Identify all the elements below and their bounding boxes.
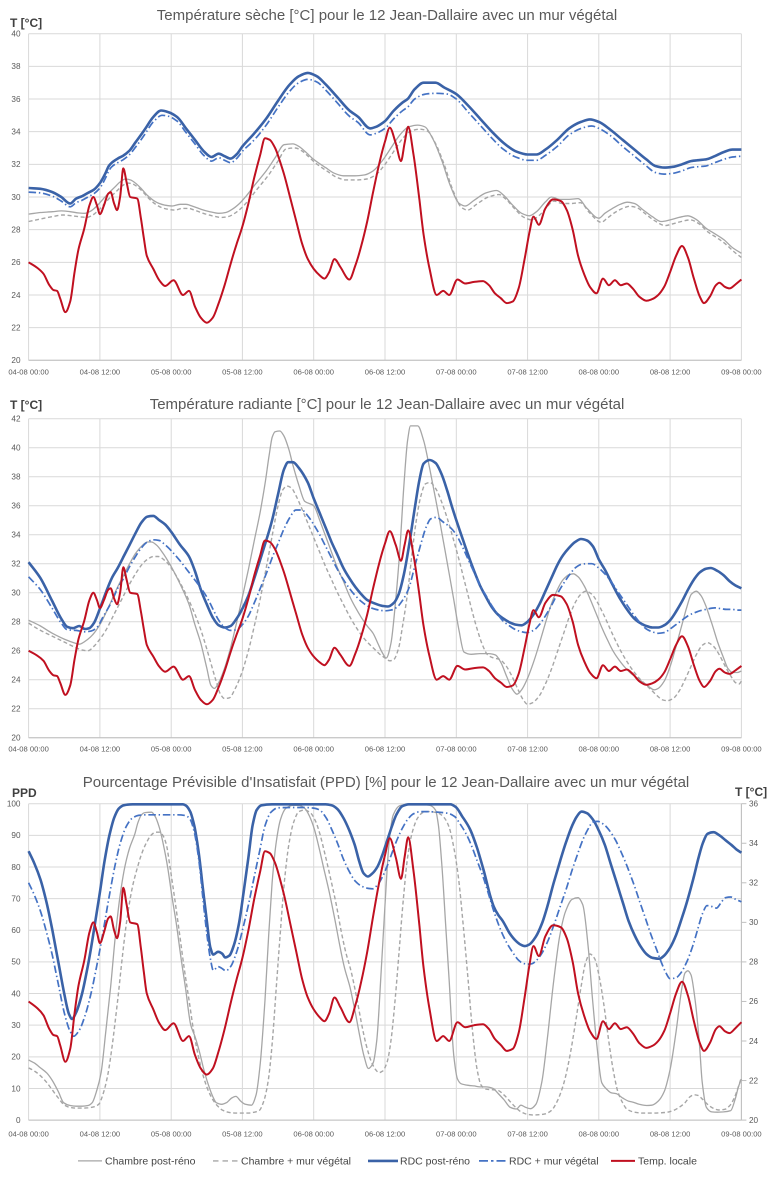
svg-text:28: 28 (11, 618, 21, 627)
svg-text:04-08 00:00: 04-08 00:00 (8, 368, 49, 377)
svg-text:04-08 12:00: 04-08 12:00 (80, 368, 121, 377)
svg-text:09-08 00:00: 09-08 00:00 (721, 368, 762, 377)
svg-text:32: 32 (11, 160, 21, 169)
svg-text:26: 26 (11, 258, 21, 267)
svg-text:24: 24 (749, 1037, 759, 1046)
svg-text:08-08 00:00: 08-08 00:00 (579, 745, 620, 754)
svg-text:24: 24 (11, 676, 21, 685)
svg-text:22: 22 (11, 705, 21, 714)
svg-text:70: 70 (11, 894, 21, 903)
svg-text:05-08 12:00: 05-08 12:00 (222, 368, 263, 377)
svg-text:24: 24 (11, 291, 21, 300)
svg-text:05-08 00:00: 05-08 00:00 (151, 1130, 192, 1139)
svg-text:Temp. locale: Temp. locale (638, 1156, 697, 1168)
svg-text:90: 90 (11, 831, 21, 840)
svg-text:07-08 12:00: 07-08 12:00 (507, 745, 548, 754)
svg-text:20: 20 (11, 356, 21, 365)
svg-text:05-08 00:00: 05-08 00:00 (151, 745, 192, 754)
svg-text:38: 38 (11, 62, 21, 71)
svg-text:30: 30 (11, 1021, 21, 1030)
svg-text:28: 28 (749, 958, 759, 967)
svg-text:30: 30 (749, 918, 759, 927)
svg-text:06-08 12:00: 06-08 12:00 (365, 1130, 406, 1139)
svg-text:50: 50 (11, 958, 21, 967)
svg-text:36: 36 (11, 95, 21, 104)
svg-text:06-08 00:00: 06-08 00:00 (293, 1130, 334, 1139)
svg-text:100: 100 (7, 800, 21, 809)
svg-text:28: 28 (11, 226, 21, 235)
svg-text:08-08 00:00: 08-08 00:00 (579, 368, 620, 377)
svg-text:06-08 12:00: 06-08 12:00 (365, 745, 406, 754)
svg-text:22: 22 (11, 323, 21, 332)
svg-text:36: 36 (11, 502, 21, 511)
svg-text:26: 26 (749, 997, 759, 1006)
svg-text:05-08 12:00: 05-08 12:00 (222, 745, 263, 754)
svg-text:34: 34 (11, 128, 21, 137)
svg-text:PPD: PPD (12, 786, 37, 800)
svg-text:RDC post-réno: RDC post-réno (400, 1156, 470, 1168)
svg-text:26: 26 (11, 647, 21, 656)
svg-text:Pourcentage Prévisible d'Insat: Pourcentage Prévisible d'Insatisfait (PP… (83, 774, 690, 791)
svg-text:08-08 12:00: 08-08 12:00 (650, 1130, 691, 1139)
svg-text:20: 20 (11, 1053, 21, 1062)
svg-text:32: 32 (749, 879, 759, 888)
svg-text:36: 36 (749, 800, 759, 809)
svg-text:Température radiante [°C] pour: Température radiante [°C] pour le 12 Jea… (150, 396, 625, 413)
svg-text:0: 0 (16, 1116, 21, 1125)
svg-text:04-08 00:00: 04-08 00:00 (8, 1130, 49, 1139)
svg-text:Chambre + mur végétal: Chambre + mur végétal (241, 1156, 351, 1168)
svg-text:07-08 12:00: 07-08 12:00 (507, 368, 548, 377)
svg-text:08-08 00:00: 08-08 00:00 (579, 1130, 620, 1139)
svg-text:40: 40 (11, 30, 21, 39)
svg-text:Température sèche [°C] pour le: Température sèche [°C] pour le 12 Jean-D… (157, 7, 617, 24)
svg-text:30: 30 (11, 193, 21, 202)
svg-text:07-08 00:00: 07-08 00:00 (436, 745, 477, 754)
svg-text:Chambre post-réno: Chambre post-réno (105, 1156, 196, 1168)
svg-text:04-08 00:00: 04-08 00:00 (8, 745, 49, 754)
svg-text:34: 34 (749, 839, 759, 848)
svg-text:T [°C]: T [°C] (10, 398, 42, 412)
svg-text:T [°C]: T [°C] (10, 16, 42, 30)
svg-text:10: 10 (11, 1084, 21, 1093)
svg-text:04-08 12:00: 04-08 12:00 (80, 745, 121, 754)
svg-text:22: 22 (749, 1076, 759, 1085)
svg-text:38: 38 (11, 473, 21, 482)
svg-text:07-08 00:00: 07-08 00:00 (436, 1130, 477, 1139)
svg-text:20: 20 (11, 734, 21, 743)
svg-text:08-08 12:00: 08-08 12:00 (650, 368, 691, 377)
svg-text:40: 40 (11, 444, 21, 453)
svg-text:06-08 12:00: 06-08 12:00 (365, 368, 406, 377)
svg-text:04-08 12:00: 04-08 12:00 (80, 1130, 121, 1139)
svg-text:07-08 12:00: 07-08 12:00 (507, 1130, 548, 1139)
svg-text:40: 40 (11, 989, 21, 998)
svg-text:RDC + mur végétal: RDC + mur végétal (509, 1156, 599, 1168)
svg-text:42: 42 (11, 415, 21, 424)
svg-text:20: 20 (749, 1116, 759, 1125)
svg-text:30: 30 (11, 589, 21, 598)
svg-text:32: 32 (11, 560, 21, 569)
svg-text:06-08 00:00: 06-08 00:00 (293, 368, 334, 377)
svg-text:05-08 12:00: 05-08 12:00 (222, 1130, 263, 1139)
svg-text:09-08 00:00: 09-08 00:00 (721, 1130, 762, 1139)
svg-text:09-08 00:00: 09-08 00:00 (721, 745, 762, 754)
svg-text:05-08 00:00: 05-08 00:00 (151, 368, 192, 377)
svg-text:06-08 00:00: 06-08 00:00 (293, 745, 334, 754)
svg-text:07-08 00:00: 07-08 00:00 (436, 368, 477, 377)
svg-text:34: 34 (11, 531, 21, 540)
svg-text:80: 80 (11, 863, 21, 872)
svg-text:60: 60 (11, 926, 21, 935)
svg-text:T [°C]: T [°C] (735, 785, 767, 799)
svg-text:08-08 12:00: 08-08 12:00 (650, 745, 691, 754)
